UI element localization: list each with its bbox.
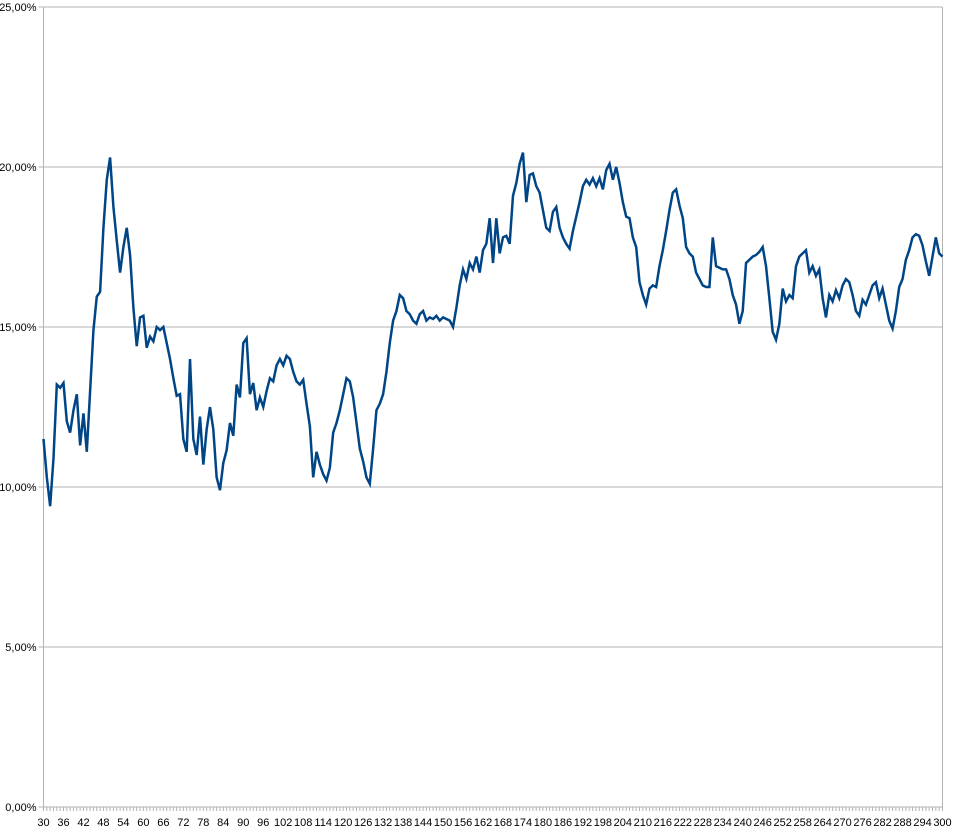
x-axis-tick-label: 258: [793, 817, 811, 829]
x-axis-tick-label: 198: [594, 817, 612, 829]
x-axis-tick-label: 168: [494, 817, 512, 829]
x-axis-tick-label: 90: [237, 817, 249, 829]
x-axis-tick-label: 180: [534, 817, 552, 829]
x-axis-tick-label: 174: [514, 817, 532, 829]
x-axis-tick-label: 138: [394, 817, 412, 829]
x-axis-tick-label: 216: [654, 817, 672, 829]
x-axis-tick-label: 120: [334, 817, 352, 829]
x-axis-tick-label: 108: [294, 817, 312, 829]
x-axis-tick-label: 204: [614, 817, 632, 829]
x-axis-tick-label: 42: [77, 817, 89, 829]
x-axis-tick-label: 126: [354, 817, 372, 829]
x-axis-tick-label: 144: [414, 817, 432, 829]
x-axis-tick-label: 276: [853, 817, 871, 829]
x-axis-tick-label: 270: [833, 817, 851, 829]
y-axis-tick-label: 25,00%: [0, 2, 37, 14]
x-axis-tick-label: 60: [137, 817, 149, 829]
x-axis-tick-label: 150: [434, 817, 452, 829]
x-axis-tick-label: 84: [217, 817, 229, 829]
y-axis-tick-label: 20,00%: [0, 162, 37, 174]
x-axis-tick-label: 96: [257, 817, 269, 829]
series-line: [42, 152, 944, 507]
x-axis-tick-label: 234: [714, 817, 732, 829]
y-axis-tick-label: 10,00%: [0, 482, 37, 494]
x-axis-tick-label: 294: [913, 817, 931, 829]
x-axis-tick-label: 162: [474, 817, 492, 829]
x-axis-tick-label: 156: [454, 817, 472, 829]
y-axis-tick-label: 0,00%: [5, 802, 36, 814]
x-axis-tick-label: 48: [97, 817, 109, 829]
y-axis-tick-label: 15,00%: [0, 322, 37, 334]
x-axis-tick-label: 252: [773, 817, 791, 829]
x-axis-tick-label: 192: [574, 817, 592, 829]
x-axis-tick-label: 54: [117, 817, 129, 829]
x-axis-tick-label: 36: [57, 817, 69, 829]
x-axis-tick-label: 228: [694, 817, 712, 829]
x-axis-tick-label: 300: [933, 817, 951, 829]
x-axis-tick-label: 282: [873, 817, 891, 829]
x-axis-tick-label: 288: [893, 817, 911, 829]
x-axis-tick-label: 66: [157, 817, 169, 829]
x-axis-tick-label: 102: [274, 817, 292, 829]
x-axis-tick-label: 78: [197, 817, 209, 829]
x-axis-tick-label: 246: [754, 817, 772, 829]
x-axis-tick-label: 30: [37, 817, 49, 829]
x-axis-tick-label: 114: [314, 817, 332, 829]
x-axis-tick-label: 72: [177, 817, 189, 829]
x-axis-tick-label: 210: [634, 817, 652, 829]
x-axis-tick-label: 264: [813, 817, 831, 829]
x-axis-tick-label: 240: [734, 817, 752, 829]
x-axis-tick-label: 222: [674, 817, 692, 829]
x-axis-tick-label: 186: [554, 817, 572, 829]
x-axis-tick-label: 132: [374, 817, 392, 829]
y-axis-tick-label: 5,00%: [5, 642, 36, 654]
